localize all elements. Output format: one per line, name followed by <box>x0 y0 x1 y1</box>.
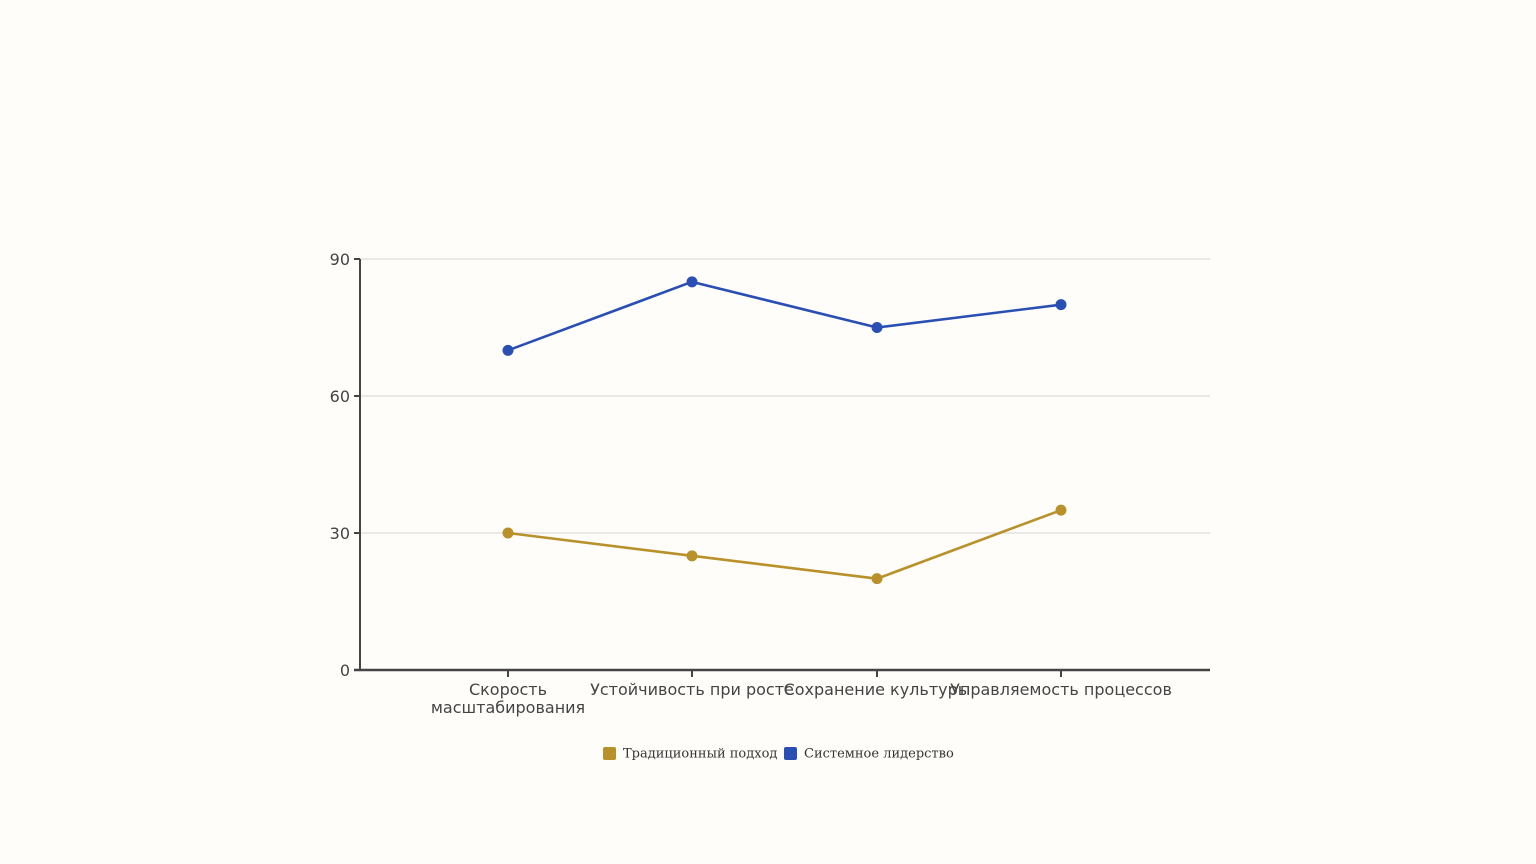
x-tick-label: Сохранение культуры <box>784 680 971 699</box>
data-point[interactable] <box>502 527 514 539</box>
grid-lines <box>360 258 1210 534</box>
x-tick-label: масштабирования <box>431 698 585 717</box>
legend: Традиционный подход Системное лидерство <box>603 747 954 762</box>
data-point[interactable] <box>1055 504 1067 516</box>
data-point[interactable] <box>686 550 698 562</box>
y-tick-label: 90 <box>330 250 350 269</box>
x-tick-label: Устойчивость при росте <box>590 680 794 699</box>
series-line-2 <box>507 280 1062 352</box>
y-tick-label: 0 <box>340 661 350 680</box>
series-line-1 <box>507 508 1062 580</box>
x-tick-label: Управляемость процессов <box>950 680 1172 699</box>
y-tick-label: 60 <box>330 387 350 406</box>
data-point[interactable] <box>502 344 514 356</box>
x-tick-label: Скорость <box>469 680 547 699</box>
data-point[interactable] <box>871 573 883 585</box>
legend-label[interactable]: Системное лидерство <box>804 747 954 762</box>
series <box>502 276 1067 585</box>
y-tick-label: 30 <box>330 524 350 543</box>
legend-label[interactable]: Традиционный подход <box>623 747 777 762</box>
data-point[interactable] <box>1055 299 1067 311</box>
legend-swatch <box>603 747 616 760</box>
data-point[interactable] <box>871 322 883 333</box>
legend-swatch <box>784 747 797 760</box>
data-point[interactable] <box>686 276 698 288</box>
